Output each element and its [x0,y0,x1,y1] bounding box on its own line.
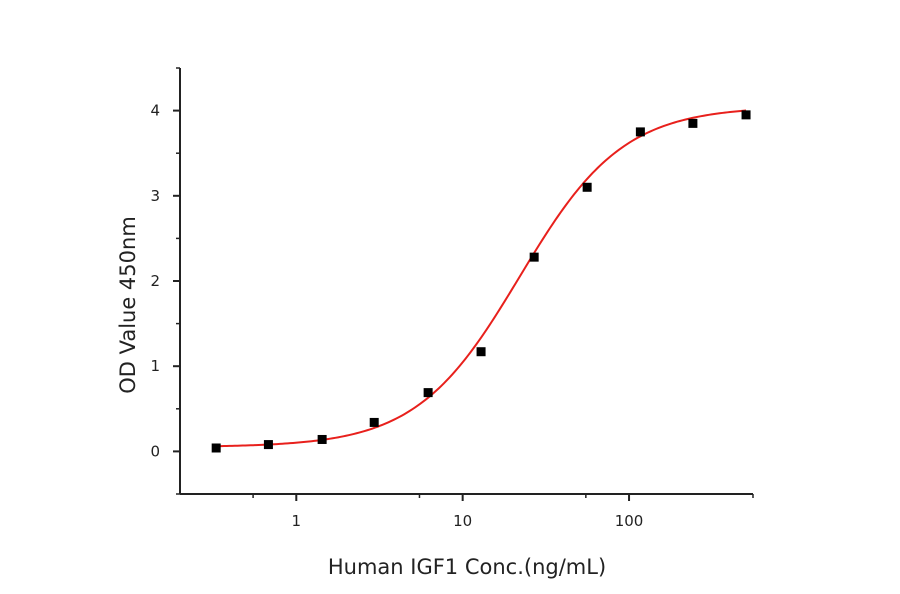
y-tick-label: 1 [150,357,160,375]
data-point-marker [741,110,751,120]
data-point-marker [635,127,645,137]
x-axis-label: Human IGF1 Conc.(ng/mL) [328,555,606,579]
x-tick-label: 1 [292,512,302,530]
data-point-marker [423,388,433,398]
x-tick-label: 10 [453,512,472,530]
data-point-marker [211,443,221,453]
axes: 0 1 2 3 4 1 10 100 [150,67,754,530]
data-point-marker [688,118,698,128]
y-axis-label: OD Value 450nm [116,216,140,394]
data-point-marker [529,252,539,262]
y-tick-label: 2 [150,272,160,290]
data-point-marker [317,434,327,444]
y-tick-label: 0 [150,442,160,460]
fit-curve [216,109,747,448]
data-point-marker [369,417,379,427]
axis-labels: Human IGF1 Conc.(ng/mL) OD Value 450nm [116,216,606,579]
data-point-marker [476,347,486,357]
data-point-marker [582,182,592,192]
data-point-marker [263,440,273,450]
data-points [211,110,751,453]
y-tick-label: 3 [150,187,160,205]
x-tick-label: 100 [615,512,644,530]
y-tick-label: 4 [150,102,160,120]
fit-line [216,109,747,448]
